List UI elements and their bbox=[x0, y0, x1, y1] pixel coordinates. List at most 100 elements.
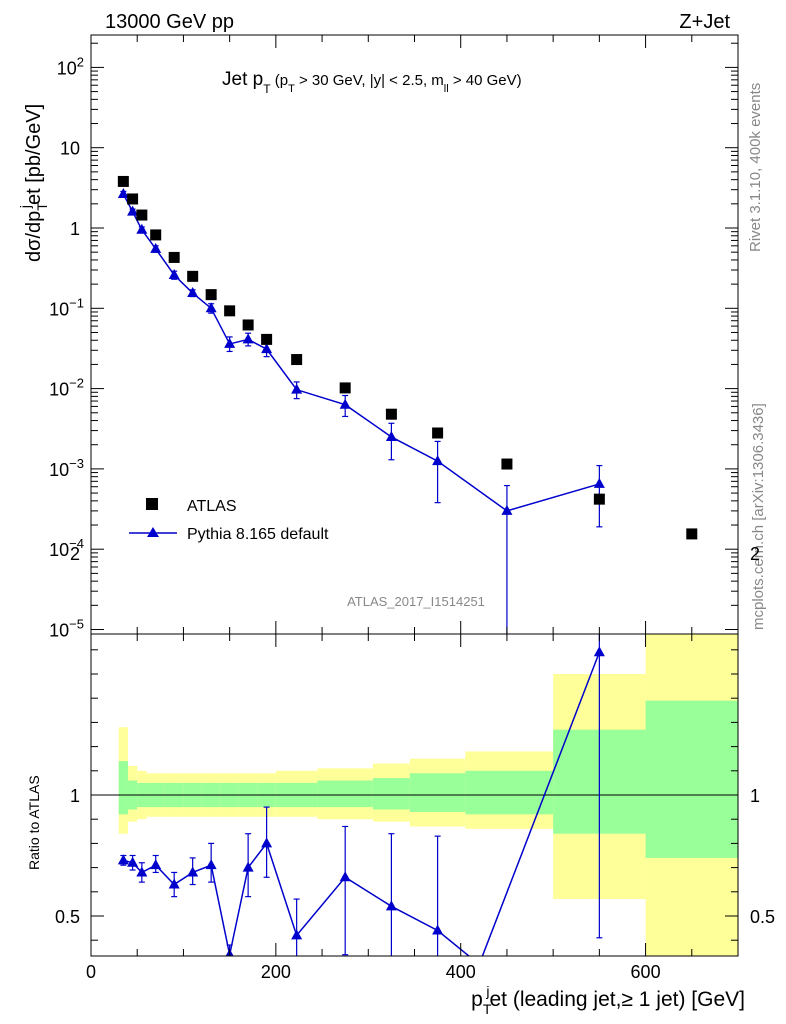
atlas-point bbox=[205, 289, 217, 301]
mc-point bbox=[593, 477, 605, 488]
header-left: 13000 GeV pp bbox=[105, 11, 234, 33]
atlas-point bbox=[501, 458, 513, 470]
atlas-point bbox=[686, 528, 698, 540]
ratio-series-group bbox=[117, 634, 605, 956]
legend: ATLAS Pythia 8.165 default bbox=[129, 498, 329, 543]
mc-series-line bbox=[122, 193, 600, 512]
title-cut-part: > 40 GeV) bbox=[449, 72, 522, 89]
y-tick-exp: −3 bbox=[69, 456, 84, 471]
ratio-point bbox=[291, 929, 303, 940]
y-tick-base: 10 bbox=[57, 58, 77, 78]
y-axis-label: dσ/dpTjet [pb/GeV] bbox=[17, 104, 50, 262]
ratio-point bbox=[150, 859, 162, 870]
y-tick-label: 102 bbox=[57, 54, 84, 78]
y-tick-label: 10−4 bbox=[49, 536, 84, 560]
ratio-series-line bbox=[123, 651, 601, 956]
main-panel-frame bbox=[90, 34, 739, 635]
y-tick-base: 10 bbox=[49, 299, 69, 319]
mc-point bbox=[432, 455, 444, 466]
x-axis-label: pTjet (leading jet,≥ 1 jet) [GeV] bbox=[471, 983, 745, 1017]
atlas-point bbox=[150, 229, 162, 241]
mc-point bbox=[187, 287, 199, 298]
ratio-y-tick-label-left: 0.5 bbox=[55, 907, 80, 927]
mc-point bbox=[242, 333, 254, 344]
y-tick-label: 10 bbox=[60, 139, 80, 159]
ratio-y-tick-label-left: 1 bbox=[70, 786, 80, 806]
mc-point bbox=[127, 205, 139, 216]
uncertainty-band-inner bbox=[118, 761, 128, 815]
atlas-point bbox=[593, 493, 605, 505]
uncertainty-band-inner bbox=[317, 780, 373, 808]
mcplots-label: mcplots.cern.ch [arXiv:1306.3436] bbox=[750, 403, 767, 630]
rivet-label: Rivet 3.1.10, 400k events bbox=[747, 83, 764, 252]
title-cut-part: > 30 GeV, |y| < 2.5, m bbox=[295, 72, 444, 89]
ratio-panel: 0.5 0.5 1 1 2 2 0 200 400 600 Ratio to ATLAS pTje… bbox=[26, 544, 775, 1017]
analysis-id: ATLAS_2017_I1514251 bbox=[347, 594, 485, 609]
atlas-point bbox=[291, 354, 303, 366]
y-tick-exp: −4 bbox=[69, 536, 84, 551]
ratio-y-tick-label-right: 0.5 bbox=[750, 907, 775, 927]
x-tick-label: 0 bbox=[86, 962, 96, 982]
title-cut-part: ll bbox=[444, 83, 449, 95]
y-tick-base: 10 bbox=[49, 621, 69, 641]
legend-mc-label: Pythia 8.165 default bbox=[187, 526, 329, 543]
ratio-point bbox=[261, 837, 273, 848]
mc-point bbox=[117, 188, 129, 199]
panel-title: Jet pT (pT > 30 GeV, |y| < 2.5, mll > 40… bbox=[222, 69, 522, 96]
mc-point bbox=[291, 383, 303, 394]
ratio-point bbox=[168, 878, 180, 889]
y-tick-exp: −1 bbox=[69, 295, 84, 310]
atlas-point bbox=[385, 408, 397, 420]
y-tick-exp: −2 bbox=[69, 376, 84, 391]
header-right: Z+Jet bbox=[679, 11, 730, 33]
y-tick-label: 10−1 bbox=[49, 295, 84, 319]
atlas-point bbox=[432, 427, 444, 439]
y-tick-exp: −5 bbox=[69, 617, 84, 632]
y-tick-label: 10−5 bbox=[49, 617, 84, 641]
ratio-point bbox=[205, 859, 217, 870]
x-tick-label: 600 bbox=[631, 962, 661, 982]
title-cut-part: (p bbox=[271, 72, 289, 89]
ratio-point bbox=[593, 646, 605, 657]
title-cut-part: T bbox=[288, 83, 295, 95]
mc-point bbox=[339, 398, 351, 409]
mc-point bbox=[224, 337, 236, 348]
y-tick-label: 10−2 bbox=[49, 376, 84, 400]
ratio-y-tick-label-right: 2 bbox=[750, 544, 760, 564]
ratio-point bbox=[339, 871, 351, 882]
atlas-point bbox=[224, 305, 236, 317]
ratio-point bbox=[117, 854, 129, 865]
atlas-point bbox=[187, 270, 199, 282]
uncertainty-band-inner bbox=[372, 778, 410, 810]
mc-point bbox=[168, 268, 180, 279]
legend-mc-marker bbox=[147, 527, 159, 537]
ratio-y-axis-label: Ratio to ATLAS bbox=[26, 775, 42, 870]
atlas-point bbox=[127, 193, 139, 205]
ratio-point bbox=[242, 861, 254, 872]
atlas-point bbox=[242, 319, 254, 331]
ratio-point bbox=[385, 900, 397, 911]
mc-point bbox=[501, 504, 513, 515]
mc-point bbox=[150, 242, 162, 253]
x-tick-label: 400 bbox=[446, 962, 476, 982]
ratio-y-tick-label-right: 1 bbox=[750, 786, 760, 806]
y-tick-label: 1 bbox=[70, 219, 80, 239]
ratio-point bbox=[127, 856, 139, 867]
y-tick-exp: 2 bbox=[77, 54, 84, 69]
atlas-point bbox=[117, 175, 129, 187]
mc-point bbox=[136, 223, 148, 234]
ratio-point bbox=[432, 924, 444, 935]
uncertainty-band-inner bbox=[409, 773, 466, 812]
ratio-point bbox=[187, 866, 199, 877]
uncertainty-band-inner bbox=[465, 770, 554, 815]
y-tick-base: 10 bbox=[49, 540, 69, 560]
ratio-y-tick-label-left: 2 bbox=[70, 544, 80, 564]
atlas-point bbox=[339, 382, 351, 394]
y-tick-label: 10−3 bbox=[49, 456, 84, 480]
mc-point bbox=[261, 343, 273, 354]
legend-atlas-label: ATLAS bbox=[187, 498, 237, 515]
uncertainty-band-inner bbox=[645, 700, 738, 858]
y-tick-base: 10 bbox=[49, 460, 69, 480]
